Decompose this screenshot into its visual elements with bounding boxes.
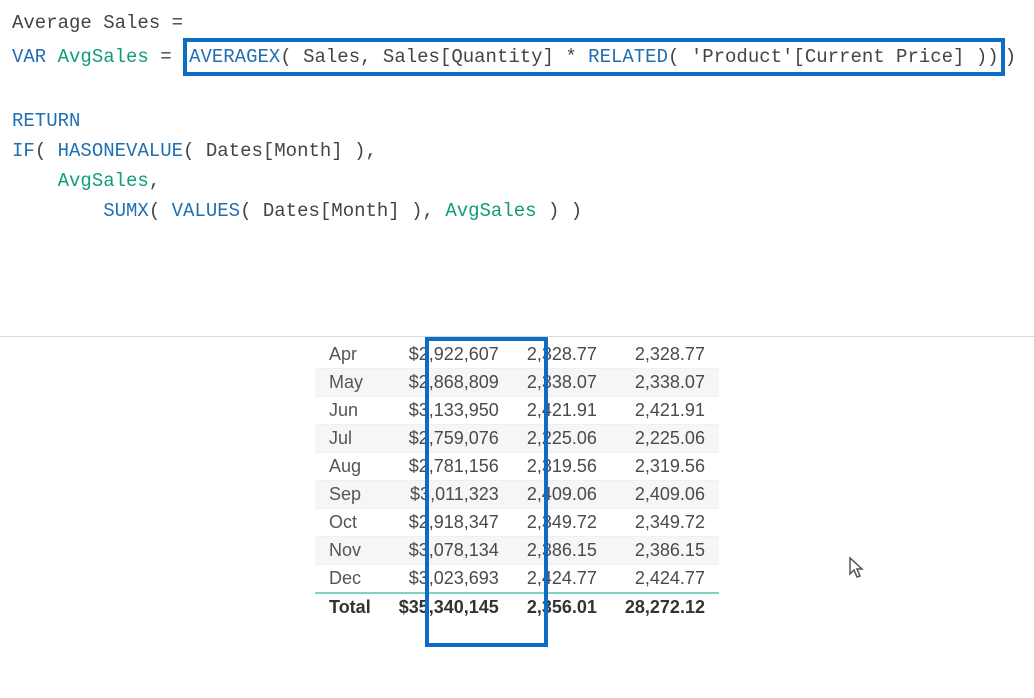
ind2 [12, 200, 103, 222]
table-row: Jun$3,133,9502,421.912,421.91 [315, 397, 719, 425]
table-cell: $3,023,693 [385, 565, 513, 594]
p6: ( [35, 140, 58, 162]
p3: ) [964, 46, 987, 68]
tbl: Sales [303, 46, 360, 68]
table-cell: Oct [315, 509, 385, 537]
related-fn: RELATED [588, 46, 668, 68]
table-row: May$2,868,8092,338.072,338.07 [315, 369, 719, 397]
table-cell: Dec [315, 565, 385, 594]
table-cell: 2,386.15 [611, 537, 719, 565]
results-table-wrap: Apr$2,922,6072,328.772,328.77May$2,868,8… [0, 341, 1034, 621]
table-cell: $35,340,145 [385, 593, 513, 621]
dax-formula-editor[interactable]: Average Sales = VAR AvgSales = AVERAGEX(… [0, 0, 1034, 266]
p10: ( [240, 200, 263, 222]
table-cell: $3,133,950 [385, 397, 513, 425]
table-cell: 2,424.77 [513, 565, 611, 594]
divider [0, 336, 1034, 337]
if-fn: IF [12, 140, 35, 162]
table-cell: $2,759,076 [385, 425, 513, 453]
table-cell: Apr [315, 341, 385, 369]
star: * [554, 46, 588, 68]
col: Sales[Quantity] [383, 46, 554, 68]
hasonevalue-fn: HASONEVALUE [58, 140, 183, 162]
return-keyword: RETURN [12, 110, 80, 132]
table-cell: 2,409.06 [513, 481, 611, 509]
eq2: = [149, 46, 183, 68]
table-row: Jul$2,759,0762,225.062,225.06 [315, 425, 719, 453]
c2: , [366, 140, 377, 162]
eq: = [160, 12, 183, 34]
table-cell: 2,424.77 [611, 565, 719, 594]
p8: ) [343, 140, 366, 162]
table-cell: 2,319.56 [611, 453, 719, 481]
p2: ( [668, 46, 691, 68]
relarg: 'Product'[Current Price] [691, 46, 965, 68]
table-row: Nov$3,078,1342,386.152,386.15 [315, 537, 719, 565]
table-cell: $2,918,347 [385, 509, 513, 537]
table-cell: 2,356.01 [513, 593, 611, 621]
p4: ) [987, 46, 998, 68]
table-cell: 2,338.07 [611, 369, 719, 397]
var-name: AvgSales [46, 46, 149, 68]
var-ref: AvgSales [58, 170, 149, 192]
table-row: Apr$2,922,6072,328.772,328.77 [315, 341, 719, 369]
table-cell: 28,272.12 [611, 593, 719, 621]
table-cell: 2,409.06 [611, 481, 719, 509]
averagex-fn: AVERAGEX [189, 46, 280, 68]
table-row: Aug$2,781,1562,319.562,319.56 [315, 453, 719, 481]
table-cell: 2,225.06 [513, 425, 611, 453]
table-cell: $3,011,323 [385, 481, 513, 509]
table-cell: 2,319.56 [513, 453, 611, 481]
highlighted-expression: AVERAGEX( Sales, Sales[Quantity] * RELAT… [183, 38, 1005, 76]
results-table: Apr$2,922,6072,328.772,328.77May$2,868,8… [315, 341, 719, 621]
p12: ) ) [537, 200, 583, 222]
sumx-fn: SUMX [103, 200, 149, 222]
table-cell: 2,328.77 [611, 341, 719, 369]
var-ref2: AvgSales [445, 200, 536, 222]
table-cell: $2,922,607 [385, 341, 513, 369]
table-row: Dec$3,023,6932,424.772,424.77 [315, 565, 719, 594]
table-cell: 2,225.06 [611, 425, 719, 453]
table-cell: May [315, 369, 385, 397]
var-keyword: VAR [12, 46, 46, 68]
table-cell: 2,349.72 [611, 509, 719, 537]
values-fn: VALUES [172, 200, 240, 222]
table-total-row: Total$35,340,1452,356.0128,272.12 [315, 593, 719, 621]
table-row: Sep$3,011,3232,409.062,409.06 [315, 481, 719, 509]
table-cell: Aug [315, 453, 385, 481]
p: ( [280, 46, 303, 68]
table-cell: 2,386.15 [513, 537, 611, 565]
table-cell: Jul [315, 425, 385, 453]
c3: , [149, 170, 160, 192]
table-cell: Sep [315, 481, 385, 509]
varg: Dates[Month] [263, 200, 400, 222]
ind1 [12, 170, 58, 192]
table-cell: $3,078,134 [385, 537, 513, 565]
c4: , [423, 200, 446, 222]
table-cell: 2,328.77 [513, 341, 611, 369]
table-cell: 2,349.72 [513, 509, 611, 537]
table-cell: $2,781,156 [385, 453, 513, 481]
table-cell: 2,338.07 [513, 369, 611, 397]
table-cell: 2,421.91 [513, 397, 611, 425]
harg: Dates[Month] [206, 140, 343, 162]
table-cell: 2,421.91 [611, 397, 719, 425]
c: , [360, 46, 383, 68]
measure-name: Average Sales [12, 12, 160, 34]
table-cell: Nov [315, 537, 385, 565]
table-cell: Total [315, 593, 385, 621]
table-cell: $2,868,809 [385, 369, 513, 397]
table-row: Oct$2,918,3472,349.722,349.72 [315, 509, 719, 537]
p5: ) [1005, 46, 1016, 68]
p7: ( [183, 140, 206, 162]
p9: ( [149, 200, 172, 222]
table-cell: Jun [315, 397, 385, 425]
p11: ) [400, 200, 423, 222]
